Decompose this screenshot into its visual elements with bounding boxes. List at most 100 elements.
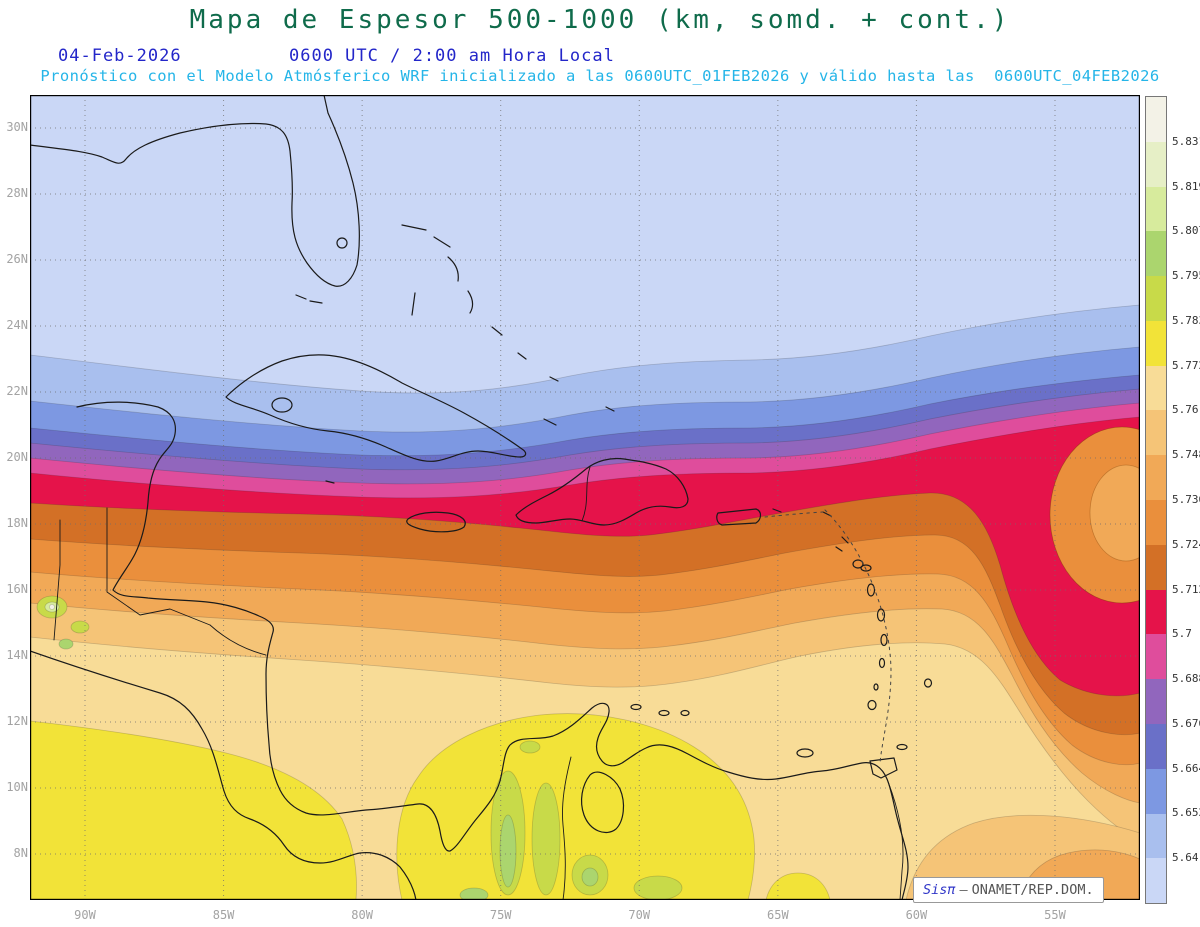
lon-tick-label: 70W <box>628 908 651 922</box>
coastline <box>515 457 689 526</box>
colorbar-tick-label: 5.795 <box>1172 269 1200 283</box>
lake <box>580 771 625 834</box>
colorbar-tick-label: 5.772 <box>1172 358 1200 372</box>
colorbar-segment <box>1146 141 1166 187</box>
contour-band <box>531 782 561 896</box>
lat-tick-label: 10N <box>6 780 28 794</box>
island <box>860 564 872 572</box>
colorbar-segment <box>1146 544 1166 590</box>
lat-tick-label: 24N <box>6 318 28 332</box>
island <box>772 508 849 552</box>
contour-band <box>633 875 683 900</box>
lat-tick-label: 30N <box>6 120 28 134</box>
credit-app-name: Sisπ <box>923 882 956 898</box>
colorbar-segment <box>1146 276 1166 321</box>
coastline <box>449 702 909 900</box>
colorbar-segment <box>1146 231 1166 277</box>
contour-band <box>396 713 755 900</box>
lon-tick-label: 65W <box>767 908 789 922</box>
island <box>878 657 886 669</box>
colorbar-segment <box>1146 589 1166 635</box>
colorbar-segment <box>1146 723 1166 769</box>
contour-band <box>519 740 541 754</box>
colorbar-tick-label: 5.688 <box>1172 672 1200 686</box>
colorbar-segment <box>1146 679 1166 724</box>
colorbar-tick-label: 5.664 <box>1172 761 1200 775</box>
island <box>869 757 898 779</box>
island <box>896 743 908 751</box>
credit-organization: ONAMET/REP.DOM. <box>971 882 1094 898</box>
contour-band <box>459 887 489 900</box>
colorbar-tick-label: 5.76 <box>1172 403 1199 417</box>
lat-tick-label: 8N <box>13 846 28 860</box>
colorbar-tick-label: 5.807 <box>1172 224 1200 238</box>
island <box>716 508 762 526</box>
colorbar-tick-label: 5.652 <box>1172 806 1200 820</box>
colorbar-tick-label: 5.783 <box>1172 313 1200 327</box>
coastline <box>76 401 451 852</box>
contour-bands <box>30 95 1140 900</box>
colorbar-tick-label: 5.736 <box>1172 493 1200 506</box>
lake <box>336 237 348 249</box>
credit-badge: Sisπ — ONAMET/REP.DOM. <box>913 877 1104 903</box>
lon-tick-label: 55W <box>1044 908 1066 922</box>
colorbar-segment <box>1146 813 1166 859</box>
island <box>630 703 642 711</box>
colorbar-tick-label: 5.676 <box>1172 716 1200 730</box>
coastline <box>30 95 360 287</box>
colorbar-tick-label: 5.724 <box>1172 537 1200 551</box>
island <box>680 709 690 717</box>
colorbar-segment <box>1146 97 1166 142</box>
colorbar-tick-label: 5.64 <box>1172 851 1199 865</box>
island <box>406 511 466 533</box>
colorbar-segment <box>1146 320 1166 366</box>
thickness-map <box>30 95 1140 900</box>
lat-tick-label: 26N <box>6 252 28 266</box>
coastline <box>225 354 527 462</box>
island <box>325 480 335 484</box>
colorbar-tick-label: 5.819 <box>1172 179 1200 193</box>
colorbar-tick-label: 5.831 <box>1172 134 1200 148</box>
island <box>658 709 670 717</box>
lon-tick-label: 75W <box>489 908 512 922</box>
map-area: Sisπ — ONAMET/REP.DOM. <box>30 95 1140 903</box>
border-line <box>581 466 591 522</box>
coastline <box>30 650 417 900</box>
credit-separator: — <box>959 882 968 898</box>
coastlines <box>30 95 933 900</box>
map-border <box>30 95 1140 900</box>
island <box>796 748 814 758</box>
contour-band <box>581 867 599 887</box>
island <box>401 224 615 426</box>
border-line <box>53 507 904 900</box>
forecast-valid-time: 0600 UTC / 2:00 am Hora Local <box>289 46 615 66</box>
grid-lines <box>30 95 1140 900</box>
lat-tick-label: 14N <box>6 648 28 662</box>
colorbar-segment <box>1146 455 1166 501</box>
colorbar-segment <box>1146 500 1166 545</box>
lon-tick-label: 90W <box>74 908 96 922</box>
contour-band <box>1089 464 1140 562</box>
contour-band <box>70 620 90 634</box>
colorbar-segment <box>1146 410 1166 456</box>
colorbar: 5.831 5.819 5.807 5.795 5.783 5.772 5.76 5.748 5… <box>1145 96 1200 904</box>
lon-tick-label: 80W <box>351 908 373 922</box>
contour-band <box>58 638 74 650</box>
lat-tick-label: 18N <box>6 516 28 530</box>
colorbar-segment <box>1146 634 1166 680</box>
colorbar-segment <box>1146 365 1166 411</box>
colorbar-tick-label: 5.712 <box>1172 582 1200 596</box>
lat-tick-label: 22N <box>6 384 28 398</box>
colorbar-tick-label: 5.7 <box>1172 627 1192 641</box>
lat-tick-label: 20N <box>6 450 28 464</box>
contour-band <box>499 814 517 888</box>
island <box>295 294 323 304</box>
island <box>873 683 879 691</box>
forecast-model-line: Pronóstico con el Modelo Atmósferico WRF… <box>40 67 1160 85</box>
forecast-date: 04-Feb-2026 <box>58 46 182 66</box>
island <box>852 559 864 569</box>
island <box>867 699 877 711</box>
contour-band <box>765 872 831 900</box>
colorbar-segment <box>1146 186 1166 232</box>
island <box>880 633 888 647</box>
